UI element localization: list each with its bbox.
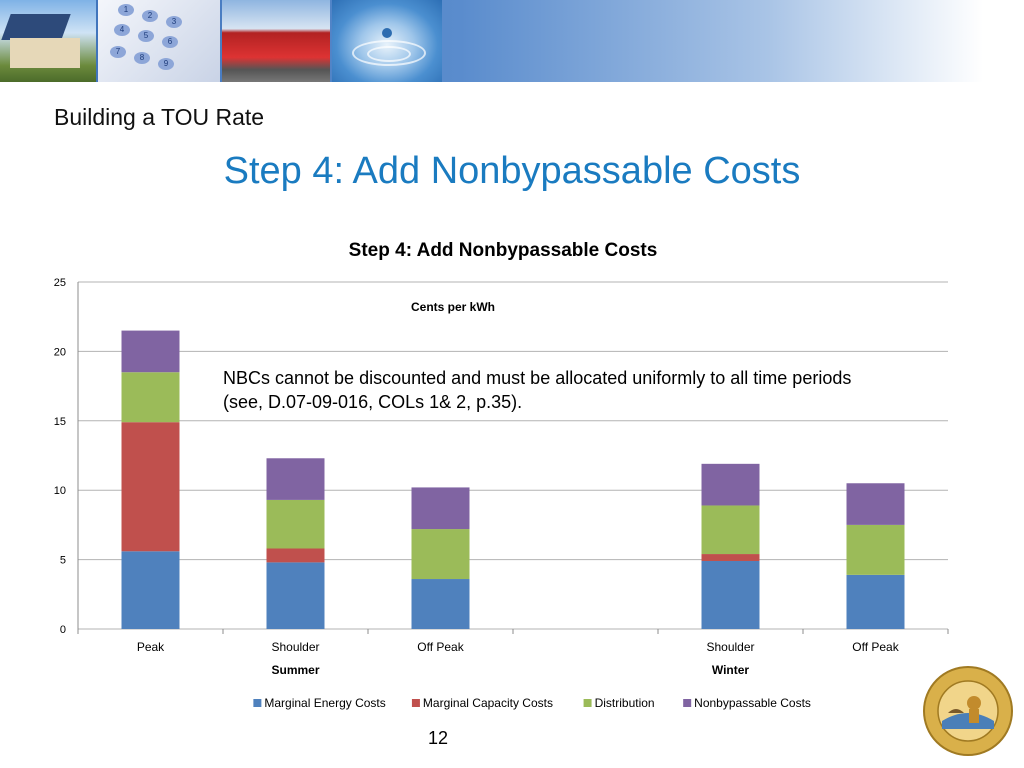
bar-segment <box>411 487 470 530</box>
bar-segment <box>846 483 905 525</box>
chart-annotation: Cents per kWh <box>411 300 495 314</box>
telephone-keypad-image: 1 2 3 4 5 6 7 8 9 <box>98 0 220 82</box>
y-tick-label: 20 <box>54 346 66 358</box>
slide-number: 12 <box>428 728 449 748</box>
train-image <box>222 0 330 82</box>
legend-swatch <box>683 699 692 707</box>
legend-label: Marginal Capacity Costs <box>423 696 553 710</box>
bar-segment <box>411 579 470 629</box>
chart-note: NBCs cannot be discounted and must be al… <box>223 368 852 412</box>
bar-segment <box>121 372 180 423</box>
x-category-label: Off Peak <box>417 640 464 654</box>
x-category-label: Shoulder <box>271 640 319 654</box>
bar-segment <box>701 554 760 561</box>
bar-segment <box>846 524 905 575</box>
legend-label: Distribution <box>595 696 655 710</box>
y-tick-label: 5 <box>60 555 66 567</box>
bar-segment <box>701 463 760 506</box>
y-tick-label: 10 <box>54 485 66 497</box>
bar-segment <box>266 499 325 549</box>
bar-segment <box>266 562 325 629</box>
x-category-label: Shoulder <box>706 640 754 654</box>
x-category-label: Peak <box>137 640 165 654</box>
house-solar-image <box>0 0 96 82</box>
header-banner: 1 2 3 4 5 6 7 8 9 <box>0 0 1024 82</box>
legend-swatch <box>253 699 262 707</box>
y-tick-label: 15 <box>54 416 66 428</box>
bar-segment <box>701 505 760 555</box>
cpuc-seal-icon <box>923 666 1013 756</box>
bar-segment <box>266 458 325 500</box>
legend-label: Nonbypassable Costs <box>694 696 811 710</box>
y-tick-label: 25 <box>54 277 66 289</box>
legend-label: Marginal Energy Costs <box>264 696 385 710</box>
legend-swatch <box>411 699 420 707</box>
chart-title: Step 4: Add Nonbypassable Costs <box>349 240 658 261</box>
water-drop-image <box>332 0 442 82</box>
x-group-label: Winter <box>712 663 750 677</box>
x-group-label: Summer <box>271 663 319 677</box>
bar-segment <box>121 422 180 552</box>
bar-segment <box>411 529 470 580</box>
bar-segment <box>266 548 325 563</box>
slide-pretitle: Building a TOU Rate <box>54 104 265 130</box>
bar-segment <box>846 574 905 629</box>
bar-segment <box>121 330 180 373</box>
slide-title: Step 4: Add Nonbypassable Costs <box>223 150 801 192</box>
x-category-label: Off Peak <box>852 640 899 654</box>
bar-segment <box>701 560 760 629</box>
legend-swatch <box>583 699 592 707</box>
bar-segment <box>121 551 180 629</box>
y-tick-label: 0 <box>60 624 66 636</box>
